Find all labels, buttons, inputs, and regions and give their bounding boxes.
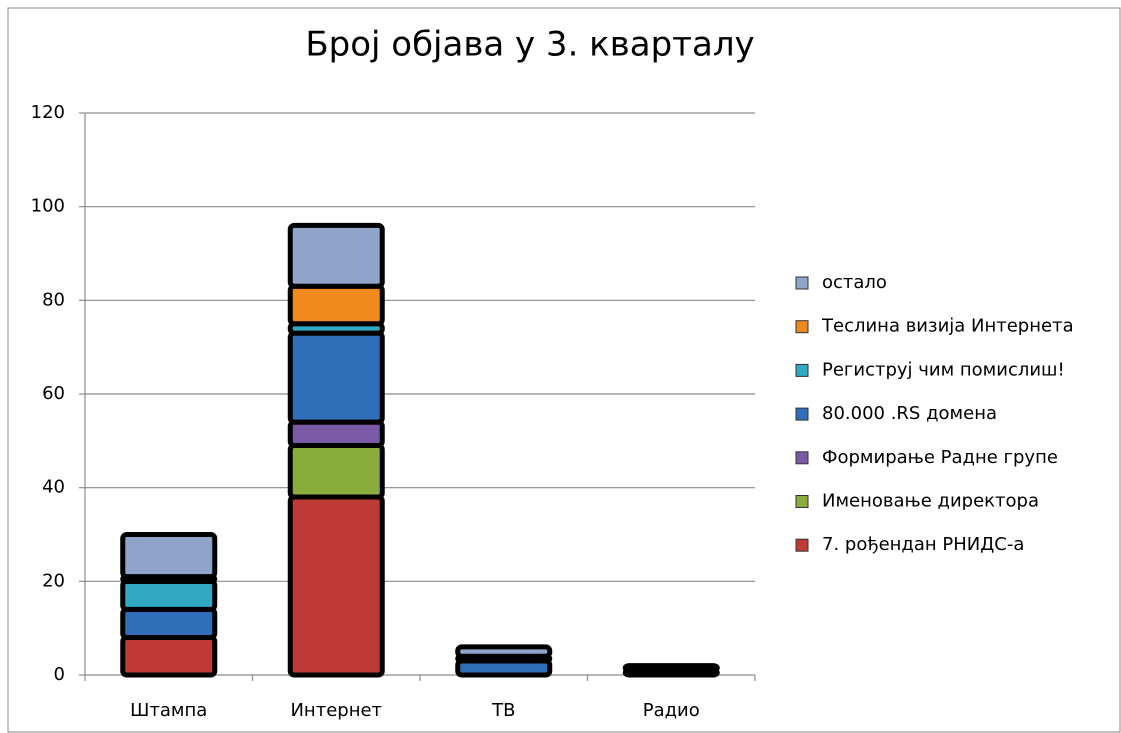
x-tick-label: Штампа <box>130 700 207 721</box>
chart-title: Број објава у 3. кварталу <box>305 25 754 65</box>
bar-segment <box>455 644 553 659</box>
legend-swatch <box>795 495 809 508</box>
y-tick-label: 100 <box>31 196 65 217</box>
bar-segment <box>287 494 385 678</box>
bar-segment <box>120 635 218 678</box>
y-tick-label: 0 <box>54 664 65 685</box>
bar-segment <box>287 283 385 327</box>
legend-label: остало <box>822 272 887 293</box>
y-tick-label: 60 <box>42 383 65 404</box>
bar-segment <box>287 419 385 449</box>
legend-swatch <box>795 407 809 421</box>
legend-swatch <box>795 538 809 552</box>
bar-segment <box>287 222 385 289</box>
legend-label: Формирање Радне групе <box>822 447 1058 468</box>
legend-label: Теслина визија Интернета <box>821 316 1074 337</box>
legend-swatch <box>795 363 809 377</box>
bar-segment <box>120 578 218 612</box>
bar-segment <box>120 606 218 641</box>
bar-segment <box>120 532 218 580</box>
legend-label: Региструј чим помислиш! <box>822 359 1065 380</box>
bar-segment <box>287 443 385 500</box>
legend-label: 80.000 .RS домена <box>822 403 997 424</box>
y-tick-label: 40 <box>42 477 65 498</box>
y-tick-label: 20 <box>42 570 65 591</box>
x-tick-label: Радио <box>643 700 700 721</box>
bar-segment <box>287 330 385 425</box>
legend-label: Именовање директора <box>822 491 1039 512</box>
legend-swatch <box>795 320 809 334</box>
y-tick-label: 80 <box>42 289 65 310</box>
legend-label: 7. рођендан РНИДС-а <box>822 534 1024 555</box>
legend-swatch <box>795 276 809 290</box>
y-tick-label: 120 <box>31 102 65 123</box>
x-tick-label: ТВ <box>491 700 515 721</box>
legend-swatch <box>795 451 809 465</box>
x-tick-label: Интернет <box>290 700 382 721</box>
bar-segment <box>622 663 720 673</box>
